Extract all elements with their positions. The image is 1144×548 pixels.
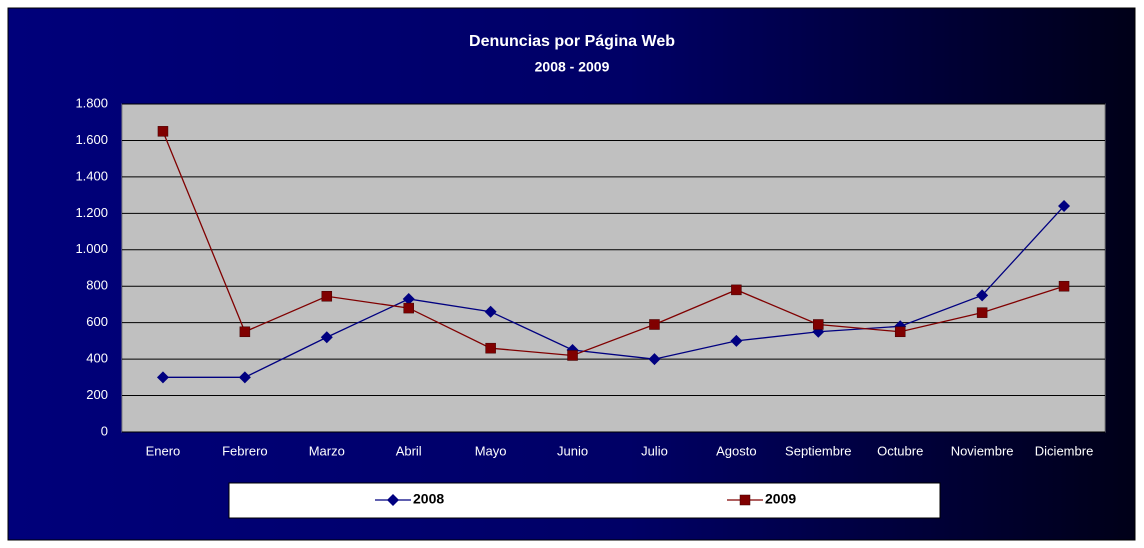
plot-area [121,103,1106,433]
x-tick-label: Septiembre [785,443,851,458]
series-line [162,131,1065,357]
marker [648,353,661,366]
y-tick-label: 400 [86,351,108,366]
y-tick-label: 800 [86,278,108,293]
marker [976,289,989,302]
x-tick-label: Julio [641,443,668,458]
legend [228,482,941,519]
y-tick-label: 200 [86,387,108,402]
marker [649,319,660,330]
marker [813,319,824,330]
marker [730,334,743,347]
marker [321,290,333,302]
y-tick-label: 1.400 [75,168,108,183]
marker [402,292,415,305]
marker [739,494,751,506]
y-tick-label: 600 [86,314,108,329]
marker [320,331,333,344]
x-tick-label: Abril [396,443,422,458]
marker [484,305,497,318]
x-tick-label: Diciembre [1035,443,1094,458]
marker [894,326,906,338]
y-tick-label: 1.200 [75,205,108,220]
marker [157,126,169,137]
x-tick-label: Marzo [309,443,345,458]
marker [567,350,578,361]
marker [403,302,414,314]
marker [485,342,496,354]
marker [1058,280,1070,292]
x-tick-label: Junio [557,443,588,458]
chart-subtitle: 2008 - 2009 [535,59,610,75]
series-line [162,205,1065,378]
x-tick-label: Octubre [877,443,923,458]
chart-title: Denuncias por Página Web [469,33,675,50]
x-tick-label: Enero [146,443,181,458]
y-tick-label: 1.600 [75,132,108,147]
marker [1058,200,1071,213]
marker [976,307,988,318]
x-tick-label: Mayo [475,443,507,458]
marker [156,371,169,384]
marker [387,494,399,506]
y-tick-label: 1.800 [75,95,108,110]
y-tick-label: 1.000 [75,241,108,256]
y-tick-label: 0 [101,423,108,438]
x-tick-label: Agosto [716,443,756,458]
marker [239,326,251,338]
legend-label: 2008 [413,491,444,507]
legend-label: 2009 [765,491,796,507]
marker [238,371,251,384]
x-tick-label: Febrero [222,443,268,458]
x-tick-label: Noviembre [951,443,1014,458]
marker [731,284,742,296]
